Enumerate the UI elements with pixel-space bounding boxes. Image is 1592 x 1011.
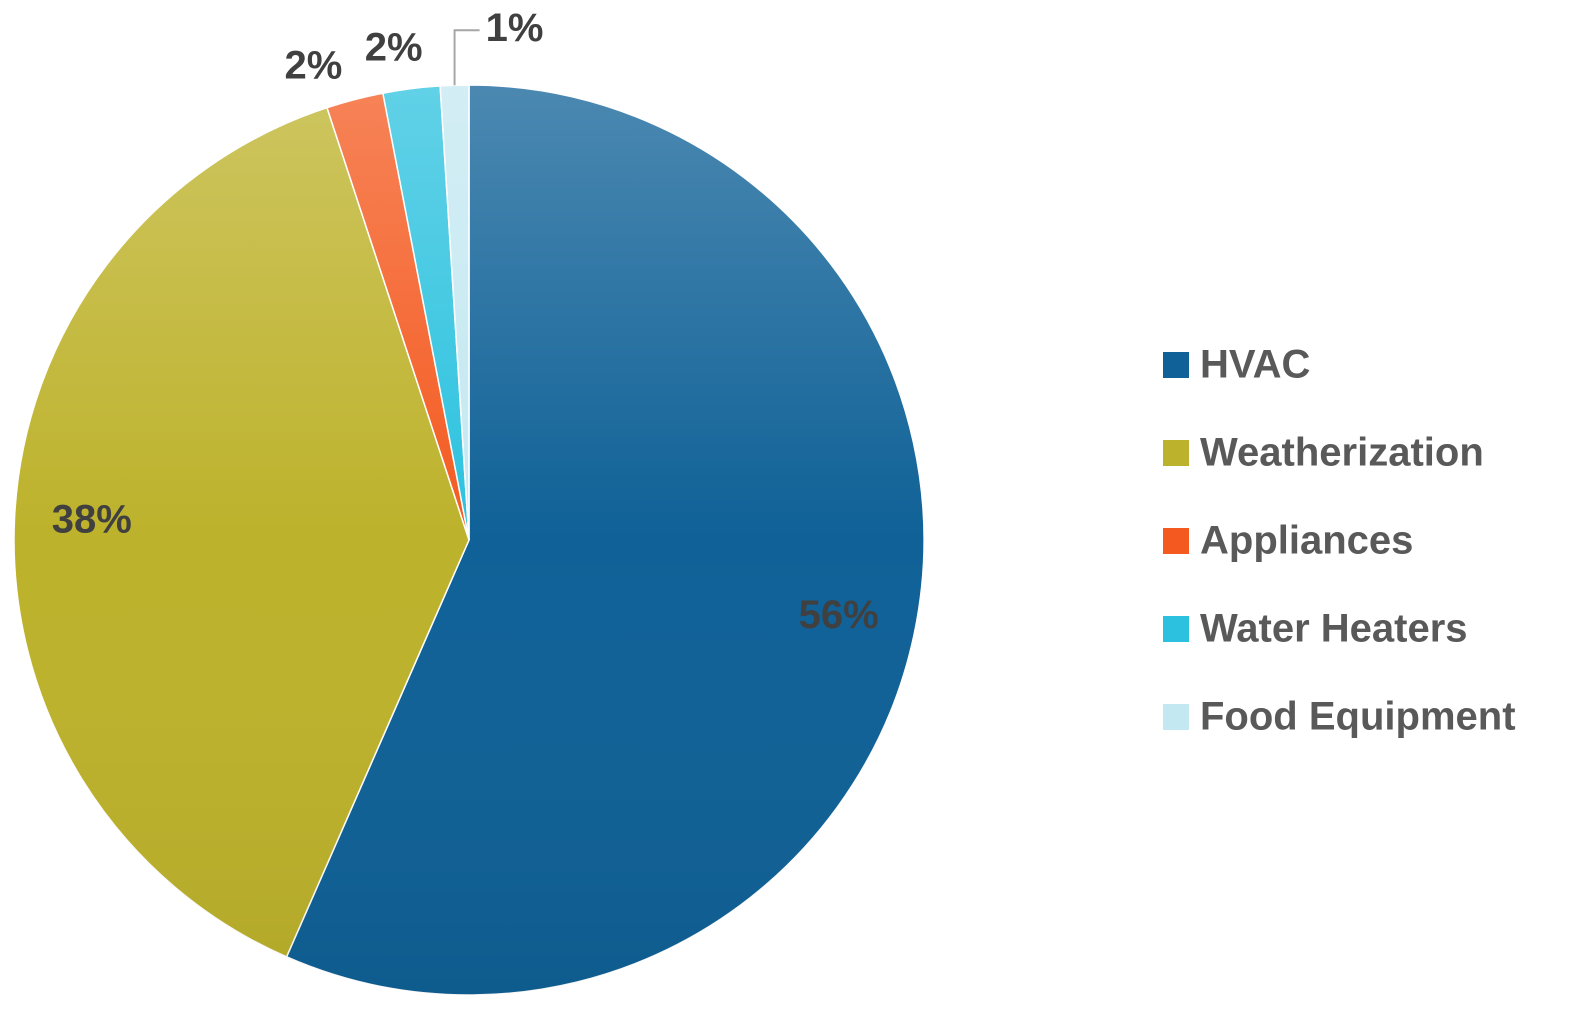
data-label: 1%	[486, 6, 544, 50]
legend-swatch	[1163, 616, 1189, 642]
data-label: 2%	[365, 26, 423, 70]
data-label: 38%	[52, 498, 132, 542]
legend-label: Water Heaters	[1200, 607, 1468, 651]
data-label: 2%	[285, 44, 343, 88]
legend-swatch	[1163, 352, 1189, 378]
legend-label: Weatherization	[1200, 431, 1484, 475]
leader-line	[453, 29, 480, 86]
legend-swatch	[1163, 704, 1189, 730]
legend-swatch	[1163, 528, 1189, 554]
legend-swatch	[1163, 440, 1189, 466]
data-label: 56%	[799, 593, 879, 637]
legend-label: Appliances	[1200, 519, 1413, 563]
legend-label: Food Equipment	[1200, 695, 1516, 739]
pie	[13, 84, 925, 996]
legend-label: HVAC	[1200, 343, 1310, 387]
